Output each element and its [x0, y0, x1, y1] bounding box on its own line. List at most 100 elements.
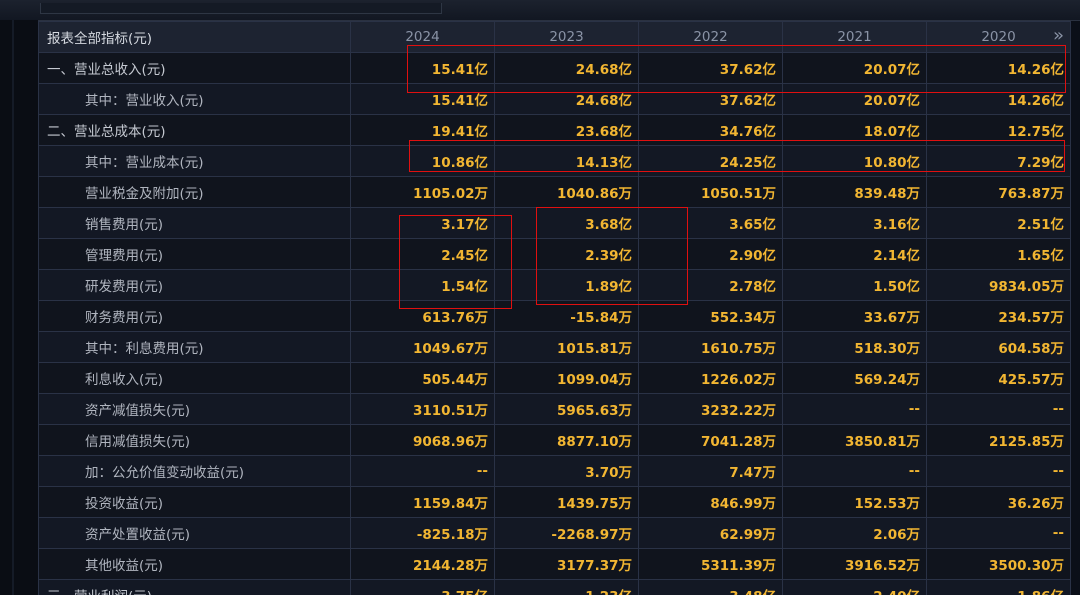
table-row[interactable]: 三、营业利润(元)3.75亿1.23亿3.48亿2.40亿1.86亿	[38, 579, 1071, 595]
value-cell: 1.50亿	[782, 269, 927, 301]
value-cell: --	[926, 517, 1071, 549]
year-column-header-last[interactable]: 2020 »	[926, 21, 1071, 53]
value-cell: 604.58万	[926, 331, 1071, 363]
value-cell: 505.44万	[350, 362, 495, 394]
table-row[interactable]: 信用减值损失(元) 9068.96万 8877.10万 7041.28万 3850.81…	[38, 424, 1071, 456]
row-label: 销售费用(元)	[38, 207, 351, 239]
row-label: 营业税金及附加(元)	[38, 176, 351, 208]
value-cell: 1.54亿	[350, 269, 495, 301]
value-cell: 1040.86万	[494, 176, 639, 208]
value-cell: 2.45亿	[350, 238, 495, 270]
table-row[interactable]: 研发费用(元) 1.54亿 1.89亿 2.78亿 1.50亿 9834.05万	[38, 269, 1071, 301]
row-label: 其中：利息费用(元)	[38, 331, 351, 363]
value-cell: 2.14亿	[782, 238, 927, 270]
table-row[interactable]: 其中：营业收入(元) 15.41亿 24.68亿 37.62亿 20.07亿 14.26亿	[38, 83, 1071, 115]
table-row[interactable]: 投资收益(元) 1159.84万 1439.75万 846.99万 152.53万 36.…	[38, 486, 1071, 518]
double-chevron-right-icon[interactable]: »	[1052, 25, 1064, 46]
value-cell: 1099.04万	[494, 362, 639, 394]
value-cell: 62.99万	[638, 517, 783, 549]
value-cell: 3916.52万	[782, 548, 927, 580]
row-label: 三、营业利润(元)	[38, 579, 351, 595]
row-label: 加：公允价值变动收益(元)	[38, 455, 351, 487]
value-cell: 1.65亿	[926, 238, 1071, 270]
year-column-header[interactable]: 2023	[494, 21, 639, 53]
year-column-header[interactable]: 2021	[782, 21, 927, 53]
value-cell: 839.48万	[782, 176, 927, 208]
value-cell: 10.80亿	[782, 145, 927, 177]
row-label: 管理费用(元)	[38, 238, 351, 270]
table-row[interactable]: 利息收入(元) 505.44万 1099.04万 1226.02万 569.24万 425…	[38, 362, 1071, 394]
row-label: 资产处置收益(元)	[38, 517, 351, 549]
table-row[interactable]: 一、营业总收入(元) 15.41亿 24.68亿 37.62亿 20.07亿 14.26亿	[38, 52, 1071, 84]
value-cell: 3.48亿	[638, 579, 783, 595]
value-cell: 3850.81万	[782, 424, 927, 456]
value-cell: 2.06万	[782, 517, 927, 549]
left-side-bar	[0, 20, 38, 595]
value-cell: 5311.39万	[638, 548, 783, 580]
value-cell: 3177.37万	[494, 548, 639, 580]
table-row[interactable]: 其中：利息费用(元) 1049.67万 1015.81万 1610.75万 518.30…	[38, 331, 1071, 363]
value-cell: 1159.84万	[350, 486, 495, 518]
value-cell: 7041.28万	[638, 424, 783, 456]
table-row[interactable]: 加：公允价值变动收益(元) -- 3.70万 7.47万 -- --	[38, 455, 1071, 487]
value-cell: 234.57万	[926, 300, 1071, 332]
row-label: 研发费用(元)	[38, 269, 351, 301]
value-cell: 10.86亿	[350, 145, 495, 177]
value-cell: 19.41亿	[350, 114, 495, 146]
value-cell: 15.41亿	[350, 52, 495, 84]
value-cell: 613.76万	[350, 300, 495, 332]
indicator-column-header: 报表全部指标(元)	[38, 21, 351, 53]
table-row[interactable]: 管理费用(元) 2.45亿 2.39亿 2.90亿 2.14亿 1.65亿	[38, 238, 1071, 270]
value-cell: --	[350, 455, 495, 487]
row-label: 一、营业总收入(元)	[38, 52, 351, 84]
financial-statement-table-container[interactable]: 报表全部指标(元) 2024 2023 2022 2021 2020 » 一、营…	[38, 21, 1080, 595]
row-label: 财务费用(元)	[38, 300, 351, 332]
table-row[interactable]: 其他收益(元) 2144.28万 3177.37万 5311.39万 3916.52万 3…	[38, 548, 1071, 580]
value-cell: 3.16亿	[782, 207, 927, 239]
value-cell: 3.68亿	[494, 207, 639, 239]
value-cell: 846.99万	[638, 486, 783, 518]
table-row[interactable]: 资产减值损失(元) 3110.51万 5965.63万 3232.22万 -- --	[38, 393, 1071, 425]
value-cell: 1226.02万	[638, 362, 783, 394]
value-cell: 569.24万	[782, 362, 927, 394]
value-cell: 3232.22万	[638, 393, 783, 425]
value-cell: 152.53万	[782, 486, 927, 518]
value-cell: 20.07亿	[782, 52, 927, 84]
value-cell: 1.23亿	[494, 579, 639, 595]
value-cell: 24.68亿	[494, 52, 639, 84]
value-cell: 3.75亿	[350, 579, 495, 595]
row-label: 资产减值损失(元)	[38, 393, 351, 425]
table-row[interactable]: 销售费用(元) 3.17亿 3.68亿 3.65亿 3.16亿 2.51亿	[38, 207, 1071, 239]
value-cell: 2.40亿	[782, 579, 927, 595]
table-row[interactable]: 其中：营业成本(元) 10.86亿 14.13亿 24.25亿 10.80亿 7.29亿	[38, 145, 1071, 177]
value-cell: 1439.75万	[494, 486, 639, 518]
value-cell: 1.89亿	[494, 269, 639, 301]
table-row[interactable]: 二、营业总成本(元) 19.41亿 23.68亿 34.76亿 18.07亿 12.75亿	[38, 114, 1071, 146]
value-cell: 37.62亿	[638, 52, 783, 84]
value-cell: 20.07亿	[782, 83, 927, 115]
table-row[interactable]: 财务费用(元) 613.76万 -15.84万 552.34万 33.67万 234.57…	[38, 300, 1071, 332]
value-cell: -2268.97万	[494, 517, 639, 549]
value-cell: 1015.81万	[494, 331, 639, 363]
value-cell: 3500.30万	[926, 548, 1071, 580]
row-label: 投资收益(元)	[38, 486, 351, 518]
value-cell: 5965.63万	[494, 393, 639, 425]
row-label: 利息收入(元)	[38, 362, 351, 394]
value-cell: 2.39亿	[494, 238, 639, 270]
value-cell: 2144.28万	[350, 548, 495, 580]
value-cell: 518.30万	[782, 331, 927, 363]
value-cell: 3110.51万	[350, 393, 495, 425]
row-label: 二、营业总成本(元)	[38, 114, 351, 146]
year-column-header[interactable]: 2022	[638, 21, 783, 53]
value-cell: 2.51亿	[926, 207, 1071, 239]
value-cell: 552.34万	[638, 300, 783, 332]
value-cell: 2.78亿	[638, 269, 783, 301]
year-column-header[interactable]: 2024	[350, 21, 495, 53]
value-cell: --	[926, 393, 1071, 425]
value-cell: 23.68亿	[494, 114, 639, 146]
table-row[interactable]: 资产处置收益(元) -825.18万 -2268.97万 62.99万 2.06万 --	[38, 517, 1071, 549]
value-cell: 2125.85万	[926, 424, 1071, 456]
window-top-bar	[0, 0, 1080, 21]
table-row[interactable]: 营业税金及附加(元) 1105.02万 1040.86万 1050.51万 839.48…	[38, 176, 1071, 208]
value-cell: 14.26亿	[926, 83, 1071, 115]
